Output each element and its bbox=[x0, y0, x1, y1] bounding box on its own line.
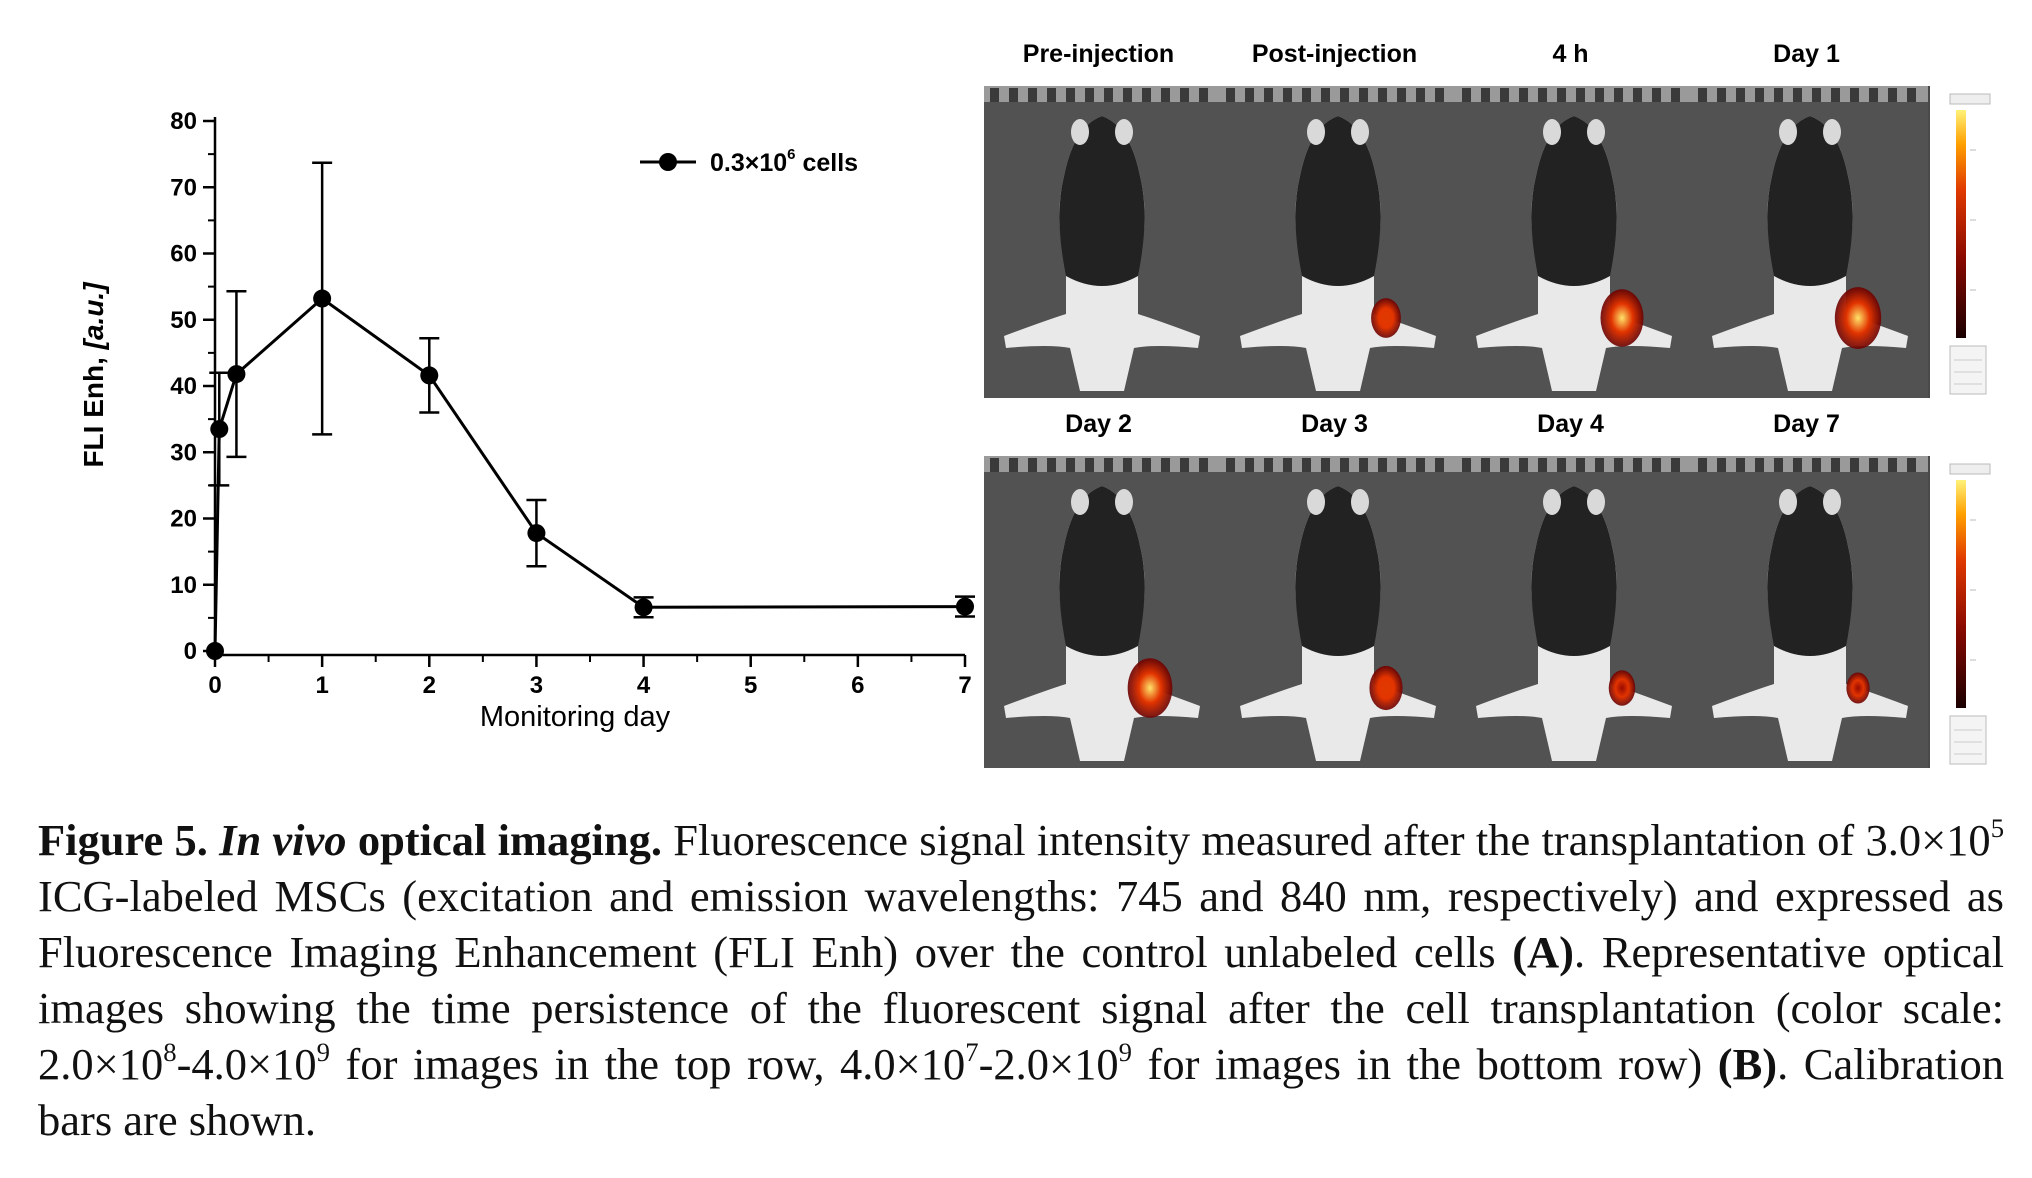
caption-text-2: ICG-labeled MSCs (excitation and emissio… bbox=[38, 871, 2004, 977]
bottom-mouse-image-3 bbox=[1692, 456, 1928, 768]
y-axis-label-unit: [a.u.] bbox=[78, 281, 109, 351]
caption-fig-label: Figure 5. bbox=[38, 815, 208, 865]
y-tick-label-30: 30 bbox=[170, 439, 197, 466]
caption-sup-7: 7 bbox=[965, 1036, 979, 1067]
title-day-3: Day 3 bbox=[1301, 410, 1368, 438]
data-point bbox=[206, 642, 224, 660]
caption-sup-9a: 9 bbox=[316, 1036, 330, 1067]
x-axis-label: Monitoring day bbox=[480, 701, 671, 733]
bottom-row-images bbox=[984, 456, 1930, 768]
calibration-bar-top bbox=[1949, 93, 1991, 395]
top-image-cell-2 bbox=[1456, 86, 1692, 398]
x-tick-label-4: 4 bbox=[637, 672, 651, 699]
legend-label-suffix: cells bbox=[796, 149, 859, 177]
caption-sup-8: 8 bbox=[163, 1036, 177, 1067]
x-tick-label-2: 2 bbox=[423, 672, 436, 699]
caption-title-italic: In vivo bbox=[219, 815, 347, 865]
bottom-row-titles: Day 2 Day 3 Day 4 Day 7 bbox=[980, 410, 1930, 450]
top-row-titles: Pre-injection Post-injection 4 h Day 1 bbox=[980, 40, 1930, 80]
top-row-images bbox=[984, 86, 1930, 398]
caption-ref-b: (B) bbox=[1717, 1039, 1778, 1089]
caption-text-6: -2.0×10 bbox=[978, 1039, 1119, 1089]
y-tick-label-70: 70 bbox=[170, 174, 197, 201]
caption-sup-9b: 9 bbox=[1118, 1036, 1132, 1067]
title-day-2: Day 2 bbox=[1065, 410, 1132, 438]
legend-label: 0.3×106 cells bbox=[710, 146, 858, 177]
top-mouse-image-1 bbox=[1220, 86, 1456, 398]
y-tick-label-20: 20 bbox=[170, 506, 197, 533]
top-mouse-image-3 bbox=[1692, 86, 1928, 398]
legend-marker bbox=[659, 153, 677, 171]
figure-caption: Figure 5. In vivo optical imaging. Fluor… bbox=[38, 812, 2004, 1148]
top-image-cell-3 bbox=[1692, 86, 1928, 398]
data-point bbox=[313, 289, 332, 308]
top-image-cell-0 bbox=[984, 86, 1220, 398]
optical-images-panel: Pre-injection Post-injection 4 h Day 1 D… bbox=[980, 40, 2020, 780]
title-day-7: Day 7 bbox=[1773, 410, 1840, 438]
bottom-mouse-image-0 bbox=[984, 456, 1220, 768]
legend-label-sup: 6 bbox=[787, 146, 795, 163]
data-point bbox=[420, 366, 439, 385]
y-axis-label: FLI Enh, [a.u.] bbox=[78, 281, 109, 468]
calibration-bar-bottom bbox=[1949, 463, 1991, 765]
data-point bbox=[956, 597, 974, 616]
data-point bbox=[227, 365, 246, 384]
caption-text-3: . Representative optical images showing … bbox=[38, 927, 2005, 1089]
y-axis-label-main: FLI Enh, bbox=[78, 349, 109, 467]
y-tick-label-50: 50 bbox=[170, 307, 197, 334]
top-image-cell-1 bbox=[1220, 86, 1456, 398]
series-line-0 bbox=[213, 296, 966, 652]
y-tick-label-10: 10 bbox=[170, 572, 197, 599]
y-tick-label-40: 40 bbox=[170, 373, 197, 400]
x-tick-label-1: 1 bbox=[315, 672, 328, 699]
bottom-mouse-image-2 bbox=[1456, 456, 1692, 768]
caption-title-rest: optical imaging. bbox=[357, 815, 663, 865]
title-pre-injection: Pre-injection bbox=[1022, 40, 1175, 68]
title-day-4: Day 4 bbox=[1537, 410, 1604, 438]
bottom-image-cell-1 bbox=[1220, 456, 1456, 768]
title-4h: 4 h bbox=[1552, 40, 1589, 68]
data-point bbox=[210, 420, 229, 439]
title-day-1: Day 1 bbox=[1773, 40, 1840, 68]
caption-text-7: for images in the bottom row) bbox=[1147, 1039, 1703, 1089]
x-tick-label-6: 6 bbox=[851, 672, 864, 699]
title-post-injection: Post-injection bbox=[1251, 40, 1418, 68]
bottom-image-cell-3 bbox=[1692, 456, 1928, 768]
caption-text-1: Fluorescence signal intensity measured a… bbox=[673, 815, 1991, 865]
y-tick-label-60: 60 bbox=[170, 241, 197, 268]
caption-text-4: -4.0×10 bbox=[176, 1039, 317, 1089]
bottom-image-cell-0 bbox=[984, 456, 1220, 768]
x-tick-label-7: 7 bbox=[958, 672, 971, 699]
data-point bbox=[634, 598, 653, 617]
caption-ref-a: (A) bbox=[1512, 927, 1574, 977]
bottom-image-cell-2 bbox=[1456, 456, 1692, 768]
top-mouse-image-0 bbox=[984, 86, 1220, 398]
y-tick-label-80: 80 bbox=[170, 108, 197, 135]
caption-text-8: . Calibration bars are shown. bbox=[38, 1039, 2004, 1145]
caption-sup-5: 5 bbox=[1990, 812, 2005, 843]
x-tick-label-0: 0 bbox=[208, 672, 221, 699]
x-tick-label-5: 5 bbox=[744, 672, 757, 699]
x-tick-label-3: 3 bbox=[530, 672, 543, 699]
legend-label-main: 0.3×10 bbox=[710, 149, 787, 177]
data-point bbox=[527, 524, 546, 543]
top-mouse-image-2 bbox=[1456, 86, 1692, 398]
bottom-mouse-image-1 bbox=[1220, 456, 1456, 768]
caption-text-5: for images in the top row, 4.0×10 bbox=[345, 1039, 966, 1089]
y-tick-label-0: 0 bbox=[184, 638, 197, 665]
